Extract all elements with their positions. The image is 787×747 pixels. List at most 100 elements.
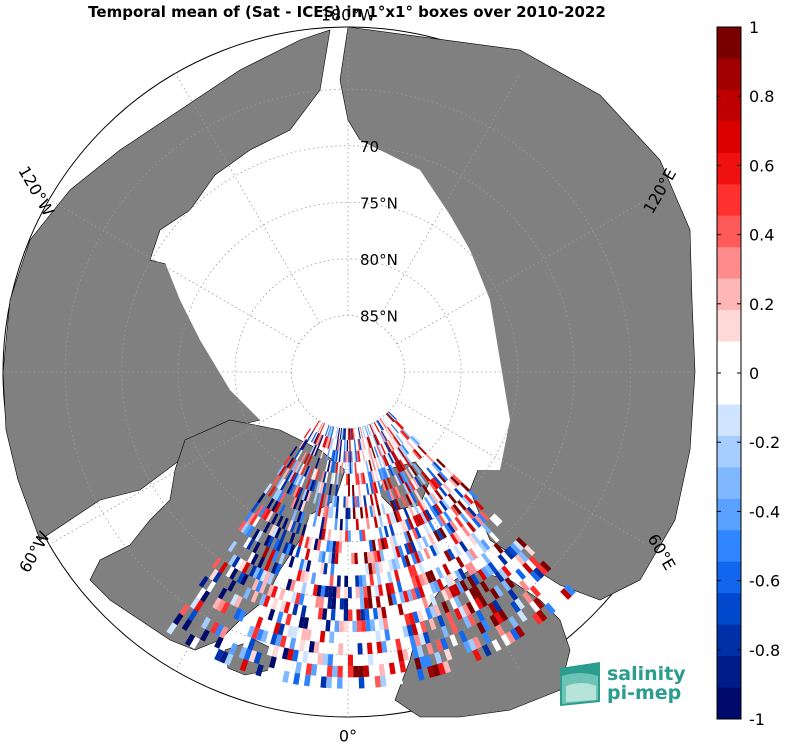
data-cell: [457, 500, 467, 511]
data-cell: [443, 523, 453, 536]
data-cell: [407, 492, 415, 505]
data-cell: [289, 637, 297, 650]
data-cell: [336, 495, 340, 508]
data-cell: [461, 525, 471, 537]
data-cell: [404, 455, 413, 466]
data-cell: [397, 603, 404, 616]
data-cell: [510, 542, 521, 554]
data-cell: [342, 428, 345, 440]
data-cell: [327, 654, 334, 666]
data-cell: [246, 625, 256, 638]
colorbar-swatch: [717, 247, 741, 280]
data-cell: [334, 620, 340, 633]
data-cell: [276, 464, 285, 476]
data-cell: [349, 462, 352, 474]
data-cell: [365, 619, 371, 632]
data-cell: [356, 609, 362, 621]
data-cell: [487, 561, 498, 574]
data-cell: [263, 571, 271, 584]
data-cell: [317, 504, 323, 517]
data-cell: [359, 586, 364, 598]
data-cell: [503, 548, 515, 560]
data-cell: [220, 601, 230, 614]
data-cell: [514, 553, 526, 566]
data-cell: [415, 622, 423, 635]
data-cell: [324, 425, 330, 437]
data-cell: [377, 468, 383, 481]
data-cell: [200, 590, 211, 603]
data-cell: [412, 515, 420, 528]
data-cell: [314, 596, 321, 608]
data-cell: [303, 674, 311, 687]
data-cell: [494, 570, 505, 583]
data-cell: [396, 580, 403, 593]
data-cell: [374, 469, 380, 482]
data-cell: [375, 596, 382, 608]
data-cell: [299, 476, 306, 488]
data-cell: [231, 556, 241, 568]
data-cell: [354, 552, 359, 565]
data-cell: [330, 506, 334, 519]
data-cell: [348, 654, 354, 667]
data-cell: [297, 487, 304, 499]
data-cell: [338, 620, 344, 633]
data-cell: [427, 665, 436, 678]
data-cell: [310, 629, 317, 642]
data-cell: [298, 535, 305, 547]
colorbar-tick-label: 0.2: [749, 295, 774, 314]
data-cell: [376, 445, 382, 457]
data-cell: [295, 474, 302, 486]
data-cell: [480, 539, 491, 551]
data-cell: [425, 453, 435, 463]
data-cell: [378, 431, 386, 443]
data-cell: [337, 461, 341, 474]
data-cell: [452, 544, 462, 557]
data-cell: [435, 458, 446, 468]
data-cell: [360, 608, 366, 621]
data-cell: [324, 551, 330, 564]
data-cell: [429, 478, 439, 490]
data-cell: [241, 561, 251, 574]
data-cell: [441, 498, 451, 510]
data-cell: [376, 420, 383, 431]
data-cell: [263, 521, 271, 534]
data-cell: [493, 611, 504, 625]
data-cell: [435, 528, 445, 541]
data-cell: [481, 644, 492, 657]
data-cell: [417, 500, 425, 512]
data-cell: [346, 439, 348, 452]
data-cell: [304, 548, 311, 561]
data-cell: [349, 485, 353, 497]
data-cell: [278, 465, 287, 477]
data-cell: [266, 498, 275, 510]
data-cell: [299, 511, 306, 524]
data-cell: [320, 585, 326, 597]
data-cell: [392, 487, 399, 499]
data-cell: [466, 521, 477, 533]
data-cell: [363, 665, 370, 677]
data-cell: [416, 668, 425, 681]
data-cell: [453, 595, 463, 608]
data-cell: [291, 626, 299, 639]
data-cell: [477, 568, 488, 581]
data-cell: [436, 578, 445, 591]
data-cell: [288, 483, 296, 496]
data-cell: [355, 575, 360, 587]
data-cell: [376, 641, 383, 654]
data-cell: [313, 468, 319, 481]
data-cell: [466, 575, 477, 588]
data-cell: [327, 529, 332, 541]
data-cell: [401, 496, 408, 508]
data-cell: [362, 642, 368, 655]
data-cell: [257, 492, 266, 504]
data-cell: [313, 420, 320, 431]
data-cell: [324, 471, 329, 484]
data-cell: [343, 496, 346, 508]
data-cell: [306, 490, 312, 502]
data-cell: [386, 513, 392, 525]
data-cell: [244, 510, 254, 523]
data-cell: [412, 503, 420, 515]
data-cell: [353, 450, 356, 463]
data-cell: [422, 631, 431, 644]
data-cell: [403, 531, 410, 544]
